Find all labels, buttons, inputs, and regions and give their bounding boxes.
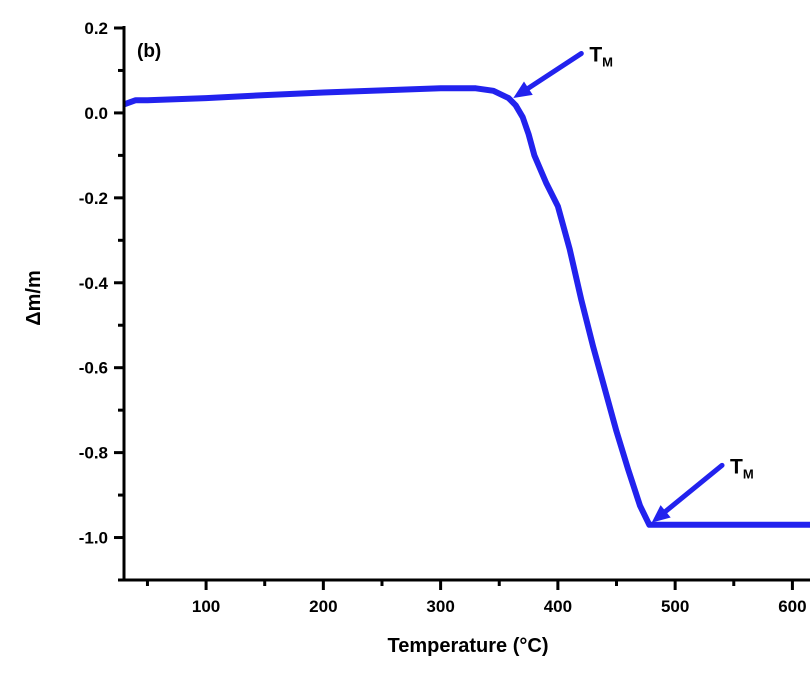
annotation-subscript: M bbox=[602, 54, 613, 69]
x-tick-label: 200 bbox=[309, 597, 337, 616]
y-tick-label: -0.6 bbox=[79, 359, 108, 378]
series-layer bbox=[124, 85, 810, 528]
x-tick-label: 300 bbox=[426, 597, 454, 616]
y-tick-label: -1.0 bbox=[79, 529, 108, 548]
x-tick-label: 500 bbox=[661, 597, 689, 616]
panel-label: (b) bbox=[137, 41, 161, 62]
y-tick-label: -0.8 bbox=[79, 444, 108, 463]
y-axis-title: Δm/m bbox=[23, 270, 45, 326]
annotation-arrow-shaft bbox=[525, 50, 584, 91]
x-tick-label: 100 bbox=[192, 597, 220, 616]
y-tick-label: 0.2 bbox=[84, 19, 108, 38]
annotation-arrow-shaft bbox=[663, 462, 725, 514]
axes bbox=[122, 26, 810, 582]
y-tick-label: 0.0 bbox=[84, 104, 108, 123]
annotation-label: TM bbox=[589, 43, 613, 69]
x-axis-title: Temperature (°C) bbox=[388, 635, 549, 657]
annotation-arrow-head bbox=[651, 505, 671, 523]
annotation-arrow-head bbox=[513, 81, 533, 99]
x-tick-label: 400 bbox=[544, 597, 572, 616]
annotation-label: TM bbox=[730, 455, 754, 481]
x-tick-label: 600 bbox=[778, 597, 806, 616]
y-tick-label: -0.2 bbox=[79, 189, 108, 208]
x-ticks: 100 200 300 400 500 600 bbox=[145, 580, 807, 616]
annotation-layer: TM TM bbox=[513, 43, 754, 523]
y-ticks: 0.2 0.0 -0.2 -0.4 -0.6 -0.8 -1.0 bbox=[79, 19, 124, 582]
y-tick-label: -0.4 bbox=[79, 274, 109, 293]
series-line bbox=[124, 85, 810, 528]
annotation-subscript: M bbox=[743, 466, 754, 481]
